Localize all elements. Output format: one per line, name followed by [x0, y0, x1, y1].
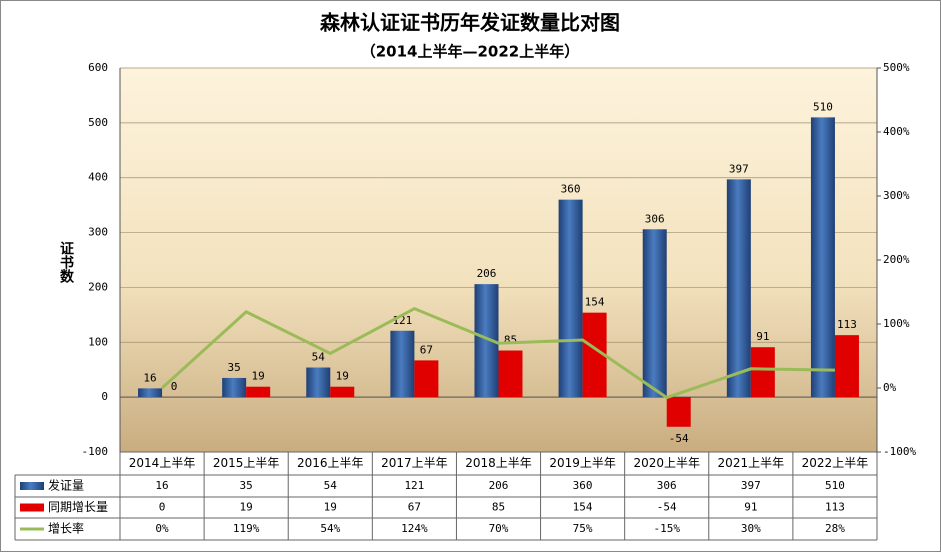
data-label: 510 — [813, 100, 833, 113]
table-cell: 124% — [401, 522, 428, 535]
data-label: 19 — [252, 370, 265, 383]
bar — [390, 330, 415, 398]
bar — [642, 229, 667, 398]
data-label: 16 — [143, 371, 156, 384]
table-cell: 0 — [159, 501, 166, 514]
data-label: 19 — [336, 370, 349, 383]
y2-tick-label: 200% — [883, 253, 910, 266]
data-label: 54 — [312, 351, 326, 364]
data-label: 91 — [756, 330, 769, 343]
y-tick-label: -100 — [82, 445, 109, 458]
table-cell: 119% — [233, 522, 260, 535]
legend-label: 发证量 — [48, 478, 84, 493]
table-cell: 113 — [825, 501, 845, 514]
bar — [306, 367, 331, 398]
bar — [330, 386, 355, 398]
table-cell: 75% — [573, 522, 593, 535]
table-cell: 35 — [240, 479, 253, 492]
table-cell: 70% — [489, 522, 509, 535]
table-cell: 91 — [744, 501, 757, 514]
table-cell: -15% — [653, 522, 680, 535]
chart-subtitle: （2014上半年—2022上半年） — [361, 43, 580, 61]
table-cell: 397 — [741, 479, 761, 492]
y2-tick-label: 500% — [883, 61, 910, 74]
bar — [666, 397, 691, 427]
y-tick-label: 200 — [88, 280, 108, 293]
y2-tick-label: 0% — [883, 381, 897, 394]
bar — [834, 335, 859, 398]
x-tick-label: 2019上半年 — [549, 456, 616, 470]
table-cell: 0% — [155, 522, 169, 535]
table-cell: 67 — [408, 501, 421, 514]
table-cell: 28% — [825, 522, 845, 535]
y2-tick-label: 100% — [883, 317, 910, 330]
data-label: 0 — [171, 380, 178, 393]
table-cell: 54% — [320, 522, 340, 535]
x-tick-label: 2015上半年 — [213, 456, 280, 470]
table-cell: 510 — [825, 479, 845, 492]
data-label: -54 — [669, 432, 689, 445]
bar — [750, 347, 775, 398]
legend-key — [20, 503, 44, 512]
y-tick-label: 400 — [88, 171, 108, 184]
data-label: 113 — [837, 318, 857, 331]
table-cell: -54 — [657, 501, 677, 514]
y2-tick-label: 300% — [883, 189, 910, 202]
data-label: 85 — [504, 334, 517, 347]
bar — [558, 199, 583, 398]
x-tick-label: 2021上半年 — [718, 456, 785, 470]
legend-label: 同期增长量 — [48, 500, 108, 514]
table-cell: 206 — [489, 479, 509, 492]
table-cell: 306 — [657, 479, 677, 492]
legend-label: 增长率 — [48, 521, 84, 536]
data-label: 35 — [228, 361, 241, 374]
x-tick-label: 2020上半年 — [633, 456, 700, 470]
bar — [246, 386, 271, 398]
data-label: 206 — [477, 267, 497, 280]
table-cell: 54 — [324, 479, 338, 492]
x-tick-label: 2016上半年 — [297, 456, 364, 470]
table-cell: 85 — [492, 501, 505, 514]
bar — [498, 350, 523, 398]
table-cell: 19 — [324, 501, 337, 514]
line — [161, 306, 835, 400]
legend-key — [20, 482, 44, 490]
y2-tick-label: 400% — [883, 125, 910, 138]
x-tick-label: 2017上半年 — [381, 456, 448, 470]
y2-tick-label: -100% — [883, 445, 916, 458]
table-cell: 154 — [573, 501, 593, 514]
data-label: 397 — [729, 162, 749, 175]
data-label: 67 — [420, 343, 433, 356]
data-label: 154 — [585, 296, 605, 309]
y-tick-label: 600 — [88, 61, 108, 74]
data-label: 360 — [561, 183, 581, 196]
y-tick-label: 300 — [88, 226, 108, 239]
y-axis-title: 证书数 — [58, 241, 74, 284]
table-cell: 16 — [155, 479, 168, 492]
data-label: 306 — [645, 212, 665, 225]
y-tick-label: 500 — [88, 116, 108, 129]
x-tick-label: 2022上半年 — [802, 456, 869, 470]
bar — [222, 377, 247, 398]
y-tick-label: 100 — [88, 335, 108, 348]
table-cell: 30% — [741, 522, 761, 535]
table-cell: 360 — [573, 479, 593, 492]
x-tick-label: 2014上半年 — [129, 456, 196, 470]
x-tick-label: 2018上半年 — [465, 456, 532, 470]
y-tick-label: 0 — [101, 390, 108, 403]
table-cell: 121 — [404, 479, 424, 492]
bar — [810, 117, 835, 398]
chart-title: 森林认证证书历年发证数量比对图 — [320, 11, 620, 35]
bar — [414, 360, 439, 398]
bar — [138, 388, 163, 398]
bar — [726, 179, 751, 398]
table-cell: 19 — [240, 501, 253, 514]
